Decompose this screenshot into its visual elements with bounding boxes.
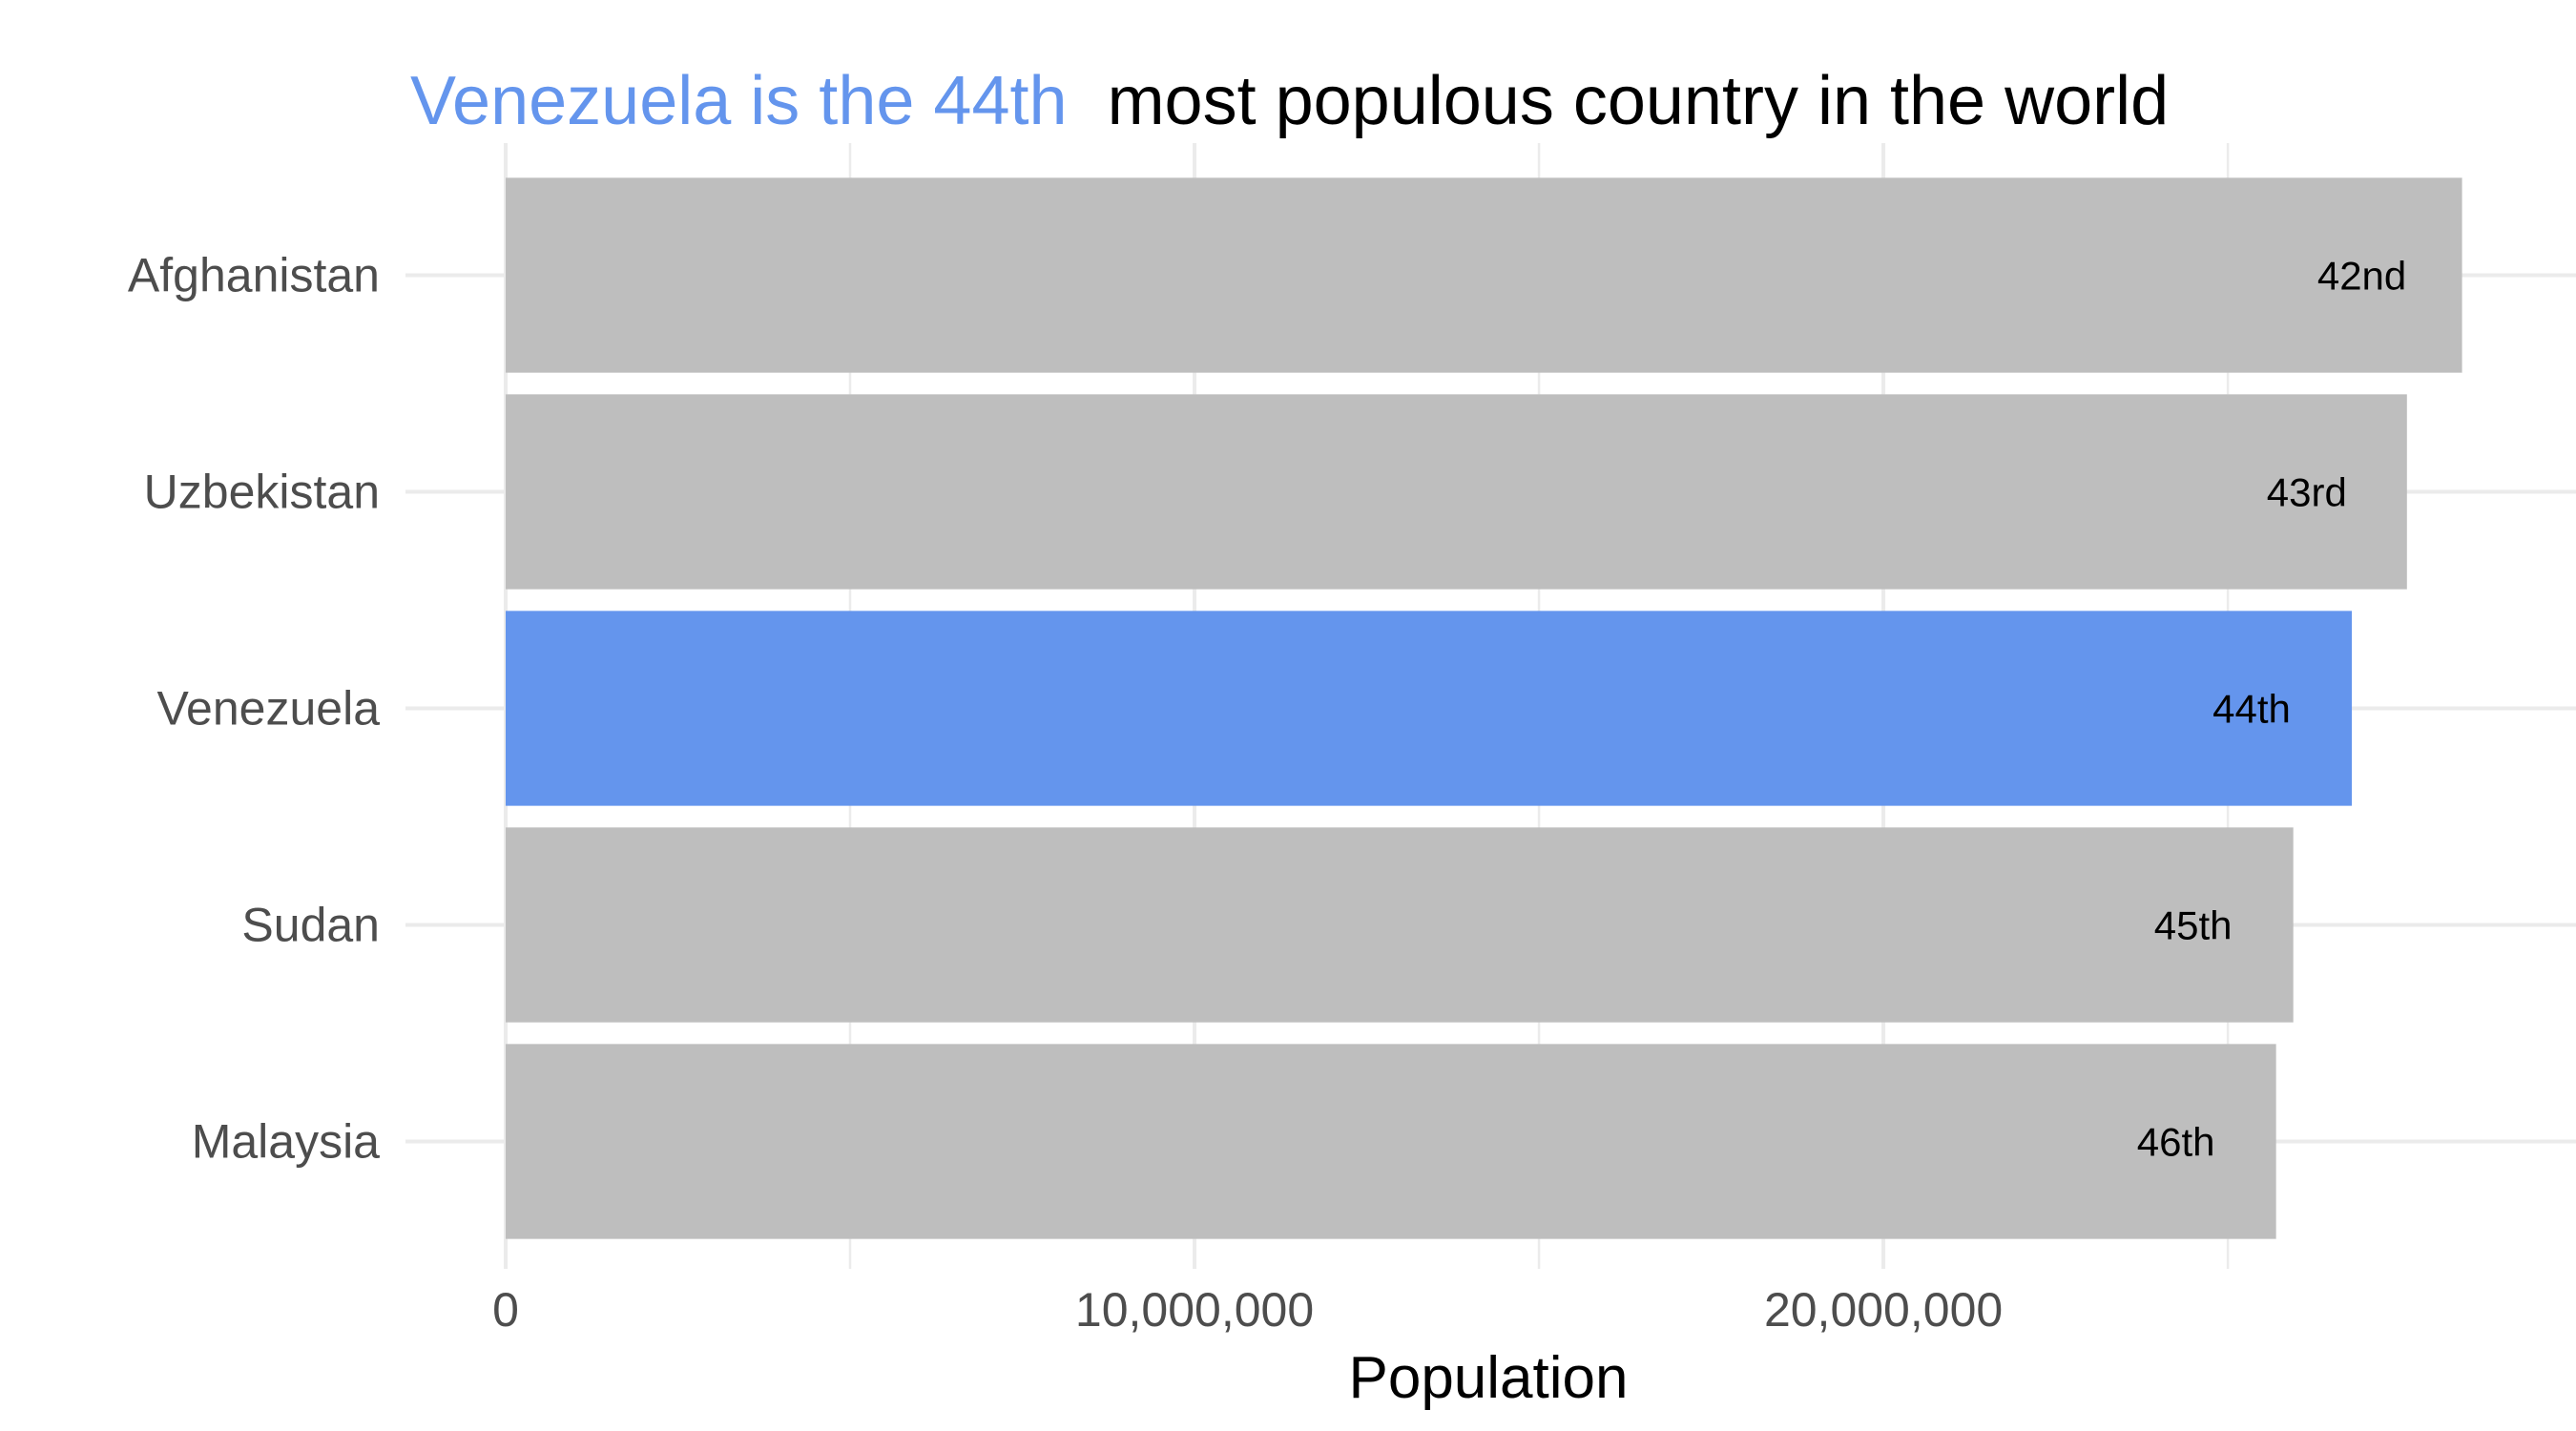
bar-label-venezuela: 44th: [2212, 687, 2291, 732]
y-axis-labels: Afghanistan Uzbekistan Venezuela Sudan Malay…: [128, 249, 380, 1169]
y-tick-label-sudan: Sudan: [241, 899, 380, 952]
x-axis-labels: 0 10,000,000 20,000,000: [492, 1283, 2003, 1337]
y-tick-label-uzbekistan: Uzbekistan: [144, 466, 380, 519]
chart-title: Venezuela is the 44th most populous coun…: [410, 63, 2169, 139]
y-tick-label-afghanistan: Afghanistan: [128, 249, 380, 302]
bar-label-sudan: 45th: [2154, 903, 2233, 948]
y-tick-label-venezuela: Venezuela: [156, 682, 380, 736]
bar-uzbekistan: [506, 394, 2407, 590]
bar-sudan: [506, 827, 2294, 1023]
y-tick-label-malaysia: Malaysia: [192, 1115, 380, 1169]
bar-malaysia: [506, 1044, 2276, 1239]
bar-afghanistan: [506, 177, 2462, 373]
x-tick-label-1: 10,000,000: [1075, 1283, 1314, 1337]
bar-label-uzbekistan: 43rd: [2267, 470, 2347, 515]
bar-venezuela: [506, 611, 2353, 806]
chart-title-highlight: Venezuela is the 44th: [410, 63, 1068, 139]
chart-title-rest: most populous country in the world: [1108, 63, 2170, 139]
bars: 42nd 43rd 44th 45th 46th: [506, 177, 2462, 1239]
bar-label-afghanistan: 42nd: [2317, 254, 2406, 299]
x-tick-label-2: 20,000,000: [1764, 1283, 2003, 1337]
x-axis-title: Population: [1348, 1345, 1628, 1411]
bar-label-malaysia: 46th: [2137, 1120, 2215, 1165]
x-tick-label-0: 0: [492, 1283, 519, 1337]
